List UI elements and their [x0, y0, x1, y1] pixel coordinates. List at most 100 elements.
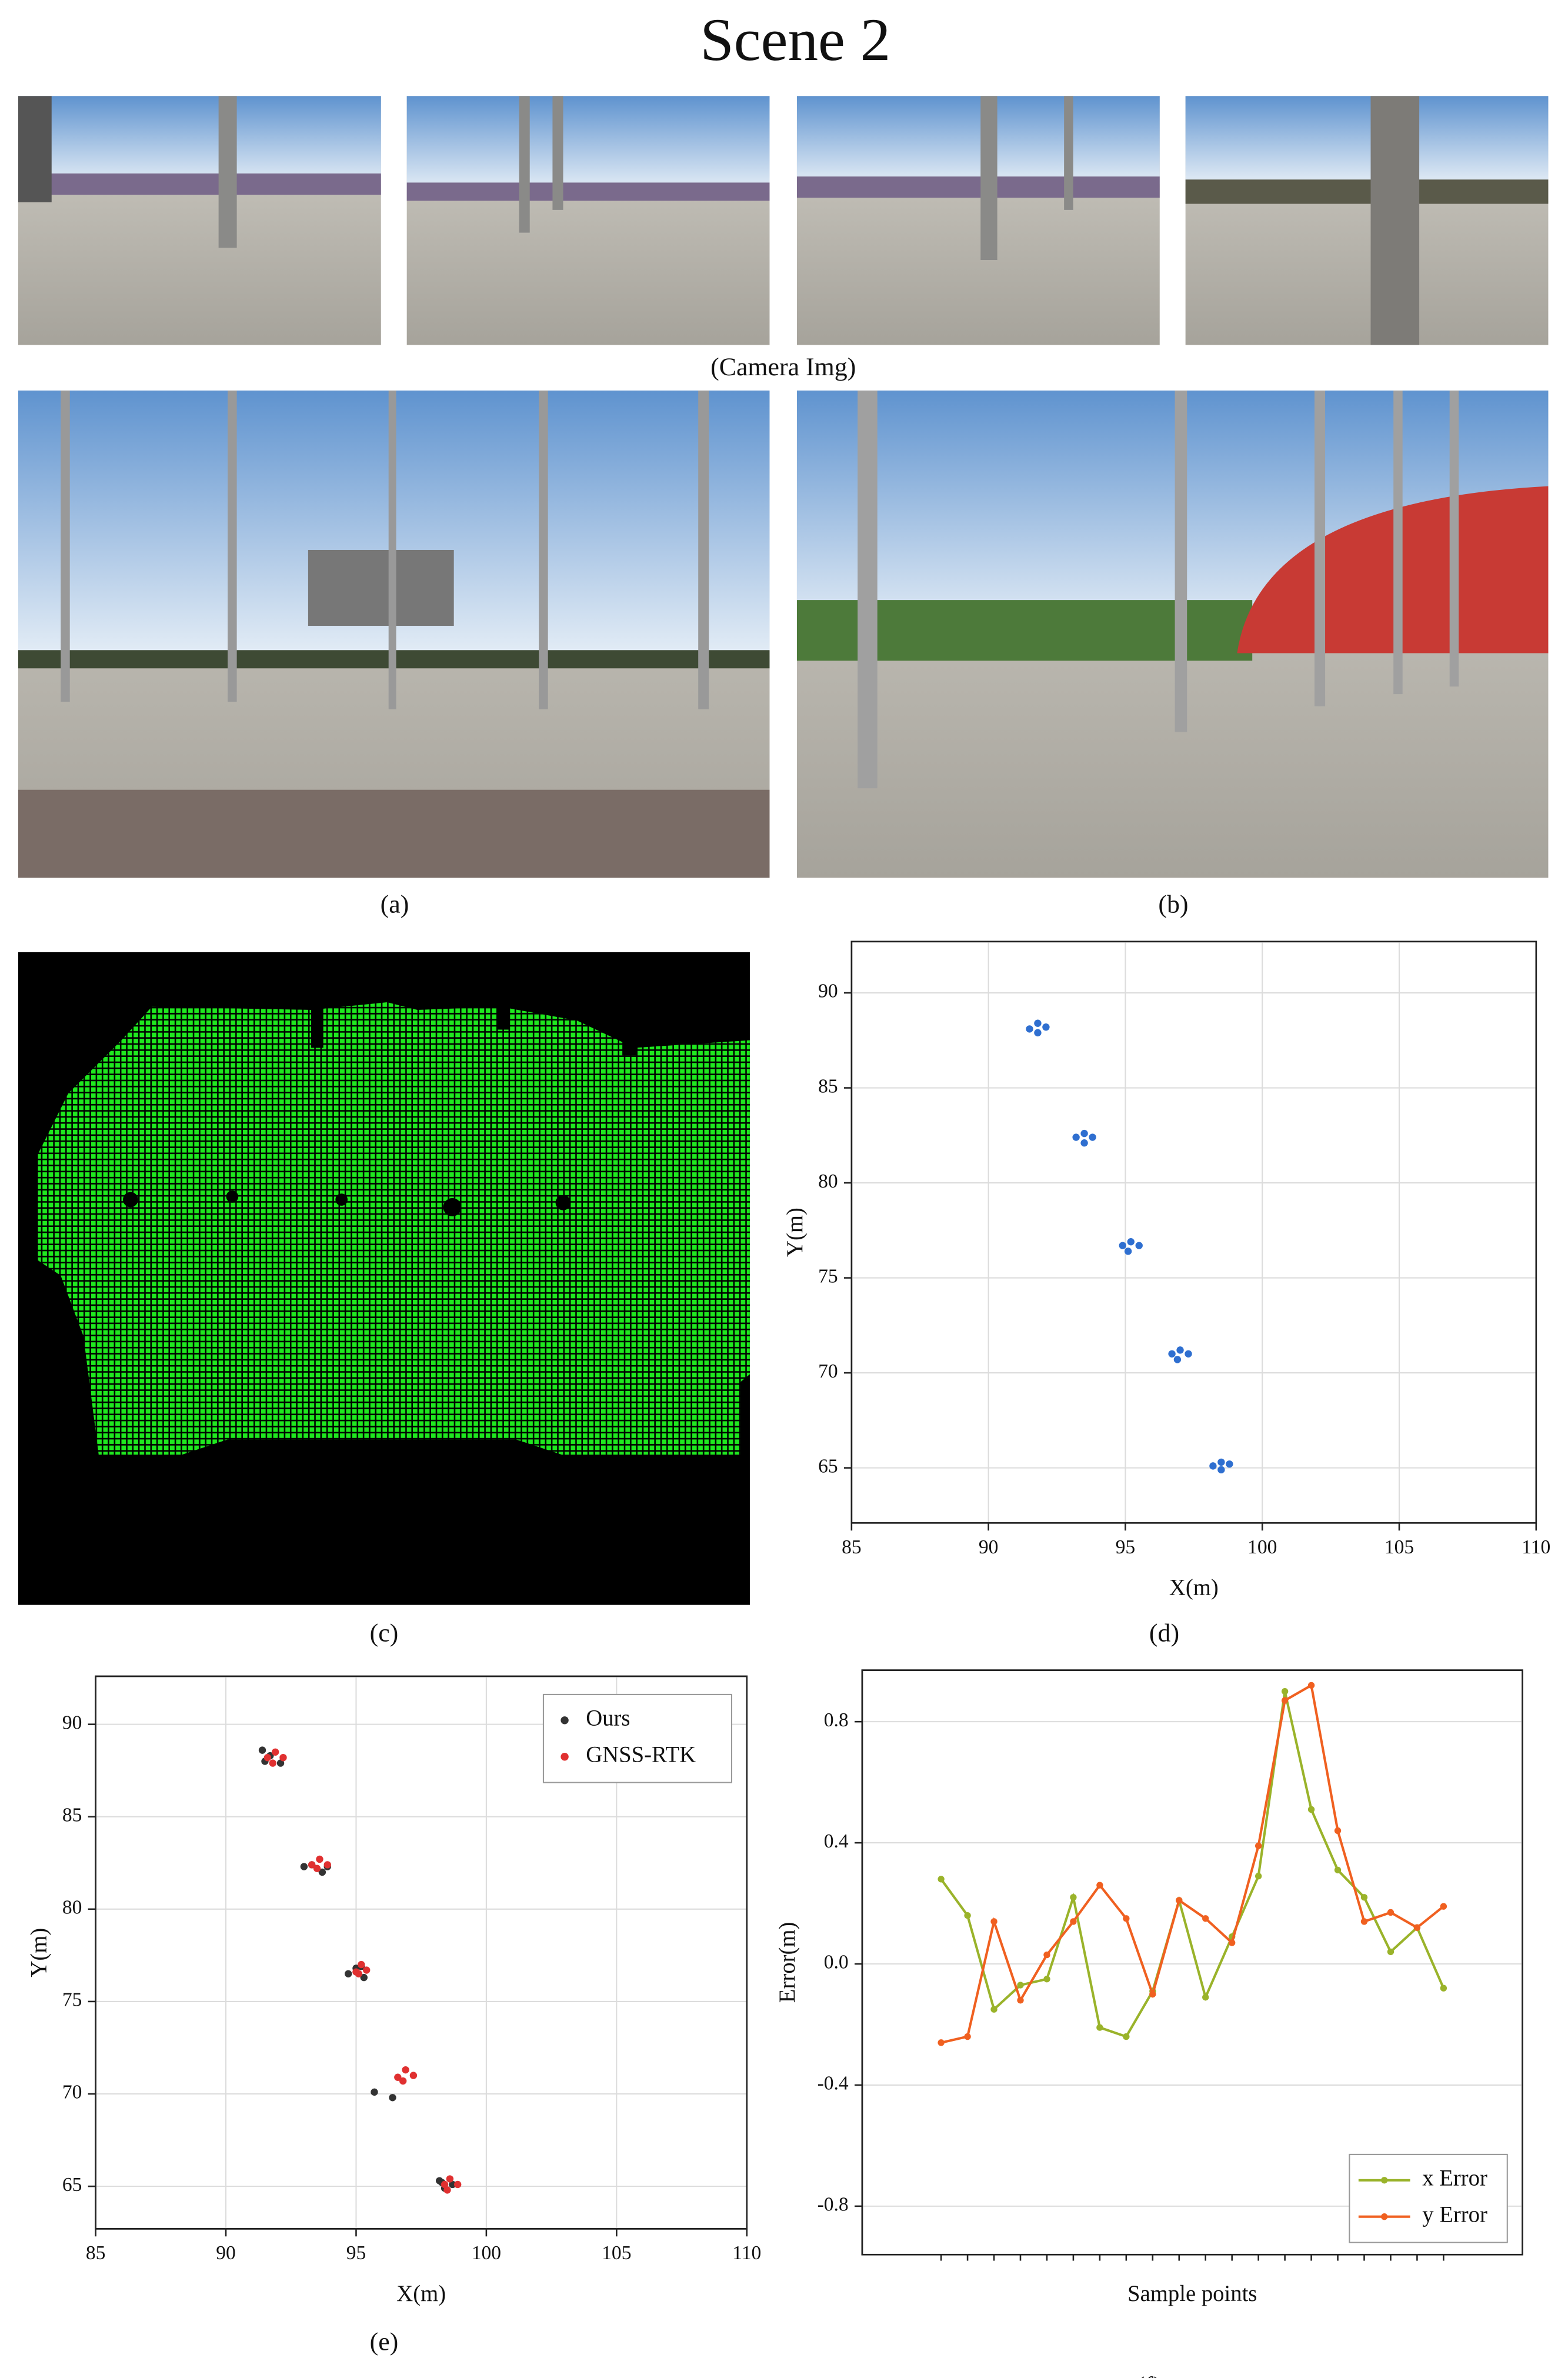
caption: (c) [370, 1619, 399, 1647]
y-tick-label: 70 [818, 1360, 838, 1382]
series-point [1387, 1909, 1394, 1916]
y-tick-label: 80 [62, 1897, 82, 1919]
series-line [940, 1691, 1445, 2039]
scatter-point [323, 1861, 331, 1869]
y-tick-label: -0.4 [818, 2073, 849, 2094]
series-point [1043, 1951, 1050, 1959]
series-point [1387, 1948, 1394, 1956]
y-tick-label: 85 [62, 1804, 82, 1826]
series-point [1255, 1873, 1262, 1880]
y-tick-label: 0.0 [824, 1952, 849, 1973]
scatter-point [394, 2073, 402, 2081]
scatter-point [1217, 1458, 1225, 1466]
series-point [1096, 2024, 1103, 2031]
scatter-point [1127, 1238, 1135, 1246]
legend-swatch [1381, 2177, 1388, 2184]
series-point [1360, 1894, 1368, 1901]
series-point [938, 2039, 945, 2046]
series-point [1360, 1918, 1368, 1925]
y-tick-label: 90 [818, 980, 838, 1002]
series-point [1176, 1897, 1183, 1904]
scatter-point [1119, 1242, 1126, 1249]
scatter-point [399, 2077, 407, 2085]
legend-label: GNSS-RTK [586, 1743, 696, 1767]
series-point [1043, 1976, 1050, 1983]
photo-b [796, 390, 1549, 878]
scatter-point [316, 1855, 323, 1863]
series-point [1413, 1924, 1421, 1931]
series-point [990, 1918, 997, 1925]
series-point [990, 2006, 997, 2013]
legend-label: x Error [1422, 2166, 1487, 2191]
scatter-point [269, 1759, 276, 1767]
legend-label: Ours [586, 1706, 630, 1731]
map-c [18, 952, 750, 1605]
plot-border [850, 940, 1537, 1524]
scatter-point [1176, 1346, 1184, 1354]
scatter-point [308, 1861, 316, 1869]
x-tick-label: 105 [1384, 1536, 1414, 1558]
legend-box [1349, 2153, 1508, 2243]
y-tick-label: 65 [62, 2174, 82, 2196]
x-tick-label: 100 [1247, 1536, 1277, 1558]
scatter-point [271, 1748, 279, 1756]
scatter-point [409, 2072, 418, 2079]
scatter-point [318, 1868, 326, 1876]
camera-images [18, 96, 1549, 345]
x-tick-label: 110 [1522, 1536, 1550, 1558]
series-point [1070, 1918, 1077, 1925]
scatter-point [1185, 1350, 1192, 1358]
series-point [1149, 1990, 1156, 1998]
scatter-point [313, 1865, 321, 1872]
scatter-point [358, 1960, 365, 1969]
series-point [1202, 1915, 1209, 1922]
y-tick-label: -0.8 [818, 2194, 849, 2216]
camera-image [1185, 96, 1549, 345]
series-point [1017, 1982, 1024, 1989]
scatter-point [344, 1970, 352, 1977]
legend-swatch [561, 1753, 569, 1761]
legend-swatch [1381, 2213, 1388, 2220]
scatter-point [276, 1759, 285, 1767]
x-tick-label: 85 [86, 2242, 106, 2264]
scatter-point [1034, 1029, 1042, 1037]
series-point [1229, 1939, 1236, 1946]
series-point [1202, 1993, 1209, 2001]
y-tick-label: 75 [818, 1265, 838, 1287]
scatter-point [443, 2186, 451, 2194]
legend-box [542, 1693, 732, 1783]
series-line [940, 1683, 1444, 2044]
scatter-point [402, 2066, 409, 2074]
caption: (b) [1158, 891, 1188, 919]
scatter-point [1089, 1133, 1096, 1141]
scatter-point [1080, 1139, 1088, 1147]
plot-border [95, 1675, 748, 2230]
y-tick-label: 65 [818, 1455, 838, 1477]
plot-frame [850, 940, 1537, 1524]
caption: (a) [381, 891, 409, 919]
series-point [1307, 1682, 1315, 1689]
scatter-point [1168, 1350, 1176, 1358]
y-axis-label: Y(m) [783, 1208, 808, 1257]
scatter-point [1226, 1460, 1233, 1468]
scatter-point [446, 2175, 454, 2183]
scatter-point [263, 1753, 272, 1762]
scatter-point [1217, 1466, 1225, 1474]
x-axis-label: X(m) [396, 2282, 446, 2306]
scatter-point [360, 1973, 368, 1982]
scatter-point [1080, 1129, 1088, 1138]
scatter-point [300, 1863, 308, 1870]
x-tick-label: 95 [1116, 1536, 1136, 1558]
series-point [1096, 1882, 1103, 1889]
scatter-point [1034, 1019, 1042, 1027]
x-axis-label: X(m) [1169, 1576, 1219, 1600]
x-tick-label: 90 [979, 1536, 999, 1558]
scatter-point [1026, 1025, 1033, 1033]
scatter-point [1173, 1356, 1182, 1363]
y-tick-label: 80 [818, 1170, 838, 1192]
caption: (e) [370, 2328, 399, 2356]
y-tick-label: 75 [62, 1989, 82, 2011]
plot-border [861, 1669, 1523, 2256]
